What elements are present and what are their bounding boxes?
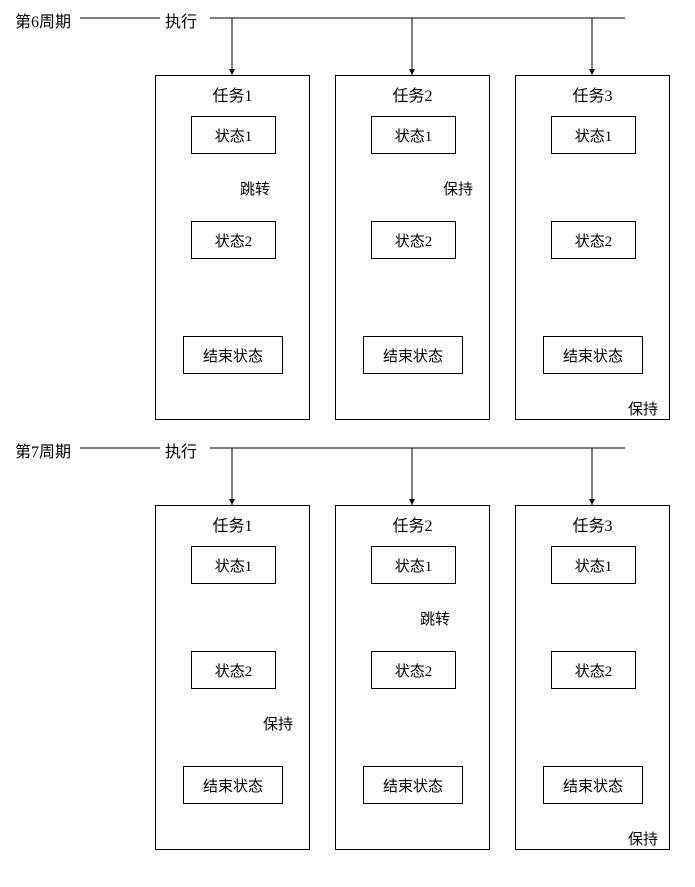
task-title: 任务2	[336, 82, 489, 106]
state-label: 状态1	[575, 125, 613, 146]
state-label: 状态2	[575, 660, 613, 681]
state-label: 结束状态	[383, 345, 443, 366]
task-title: 任务1	[156, 512, 309, 536]
state-box: 状态1	[551, 546, 636, 584]
state-box: 状态2	[371, 221, 456, 259]
task-title: 任务2	[336, 512, 489, 536]
state-label: 状态2	[395, 230, 433, 251]
state-box-end: 结束状态	[183, 336, 283, 374]
execute-label-1: 执行	[165, 8, 197, 32]
state-label: 状态1	[395, 555, 433, 576]
state-label: 状态2	[215, 660, 253, 681]
task-box-c2-t2: 任务2 状态1 状态2 结束状态	[335, 505, 490, 850]
state-box: 状态2	[551, 651, 636, 689]
execute-label-2: 执行	[165, 438, 197, 462]
transition-label-hold: 保持	[628, 828, 658, 849]
task-title: 任务3	[516, 82, 669, 106]
state-box: 状态1	[191, 546, 276, 584]
state-label: 状态2	[395, 660, 433, 681]
state-label: 状态2	[575, 230, 613, 251]
state-label: 状态2	[215, 230, 253, 251]
diagram-canvas: 第6周期 执行	[0, 0, 695, 887]
cycle-label-1: 第6周期	[15, 8, 71, 32]
task-box-c2-t3: 任务3 状态1 状态2 结束状态	[515, 505, 670, 850]
state-label: 状态1	[575, 555, 613, 576]
state-label: 状态1	[215, 555, 253, 576]
state-label: 结束状态	[563, 775, 623, 796]
state-box: 状态2	[551, 221, 636, 259]
state-box: 状态2	[371, 651, 456, 689]
task-box-c1-t1: 任务1 状态1 状态2 结束状态	[155, 75, 310, 420]
task-title: 任务3	[516, 512, 669, 536]
task-title: 任务1	[156, 82, 309, 106]
state-box: 状态2	[191, 651, 276, 689]
state-box-end: 结束状态	[363, 336, 463, 374]
state-box-end: 结束状态	[363, 766, 463, 804]
state-box-end: 结束状态	[183, 766, 283, 804]
transition-label-jump: 跳转	[240, 178, 270, 199]
state-box: 状态2	[191, 221, 276, 259]
transition-label-jump: 跳转	[420, 608, 450, 629]
cycle-label-2: 第7周期	[15, 438, 71, 462]
state-label: 结束状态	[203, 345, 263, 366]
state-label: 结束状态	[203, 775, 263, 796]
state-label: 结束状态	[563, 345, 623, 366]
state-box-end: 结束状态	[543, 766, 643, 804]
state-label: 状态1	[395, 125, 433, 146]
task-box-c2-t1: 任务1 状态1 状态2 结束状态	[155, 505, 310, 850]
state-box: 状态1	[191, 116, 276, 154]
state-box: 状态1	[371, 116, 456, 154]
state-box: 状态1	[551, 116, 636, 154]
state-label: 结束状态	[383, 775, 443, 796]
transition-label-hold: 保持	[263, 713, 293, 734]
task-box-c1-t3: 任务3 状态1 状态2 结束状态	[515, 75, 670, 420]
transition-label-hold: 保持	[628, 398, 658, 419]
state-box-end: 结束状态	[543, 336, 643, 374]
state-label: 状态1	[215, 125, 253, 146]
task-box-c1-t2: 任务2 状态1 状态2 结束状态	[335, 75, 490, 420]
transition-label-hold: 保持	[443, 178, 473, 199]
state-box: 状态1	[371, 546, 456, 584]
